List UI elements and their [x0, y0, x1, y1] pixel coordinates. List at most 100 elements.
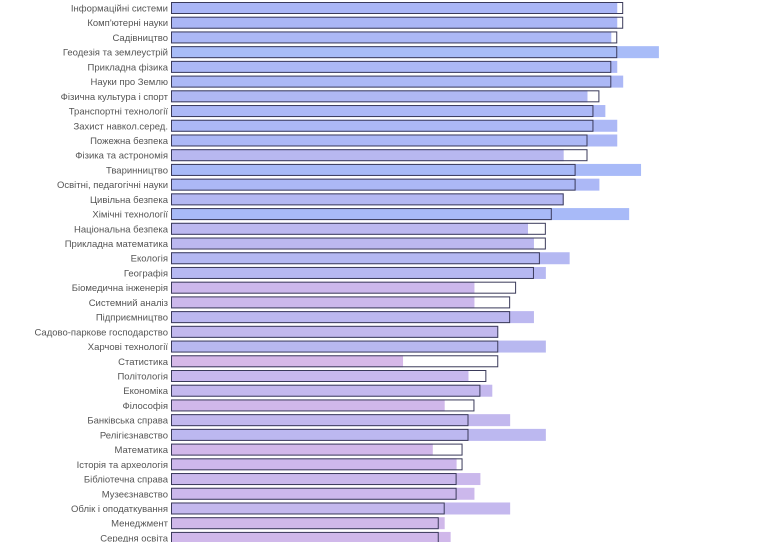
chart-row: Хімічні технології	[92, 208, 630, 221]
filled-bar	[171, 60, 618, 73]
filled-bar	[171, 355, 404, 368]
row-label: Садівництво	[112, 33, 168, 44]
outline-bar	[171, 281, 517, 294]
row-label: Садово-паркове господарство	[34, 327, 168, 338]
filled-bar	[171, 134, 618, 147]
chart-row: Фізична культура і спорт	[61, 90, 600, 103]
outline-bar	[171, 311, 511, 324]
row-label: Менеджмент	[111, 519, 169, 530]
filled-bar	[171, 487, 475, 500]
filled-bar	[171, 517, 445, 530]
row-label: Прикладна математика	[65, 239, 169, 250]
row-label: Цивільна безпека	[90, 195, 169, 206]
outline-bar	[171, 60, 612, 73]
filled-bar	[171, 90, 588, 103]
filled-bar	[171, 399, 445, 412]
row-label: Геодезія та землеустрій	[63, 48, 168, 59]
filled-bar	[171, 2, 618, 14]
chart-row: Екологія	[131, 252, 570, 265]
chart-row: Комп'ютерні науки	[87, 16, 624, 29]
chart-row: Менеджмент	[111, 517, 445, 530]
outline-bar	[171, 531, 439, 542]
row-label: Системний аналіз	[89, 298, 168, 309]
outline-bar	[171, 31, 618, 44]
filled-bar	[171, 119, 618, 132]
row-label: Середня освіта	[100, 533, 169, 542]
outline-bar	[171, 487, 457, 500]
filled-bar	[171, 428, 546, 441]
outline-bar	[171, 222, 546, 235]
outline-bar	[171, 2, 624, 14]
chart-row: Пожежна безпека	[90, 134, 618, 147]
chart-row: Бібліотечна справа	[84, 473, 481, 486]
chart-row: Цивільна безпека	[90, 193, 564, 206]
chart-row: Садово-паркове господарство	[34, 325, 499, 338]
filled-bar	[171, 16, 618, 29]
filled-bar	[171, 281, 475, 294]
filled-bar	[171, 208, 630, 221]
chart-row: Інформаційні системи	[71, 2, 624, 15]
filled-bar	[171, 252, 570, 265]
chart-row: Науки про Землю	[91, 75, 624, 88]
outline-bar	[171, 502, 445, 515]
row-label: Тваринництво	[106, 165, 168, 176]
filled-bar	[171, 370, 469, 382]
row-label: Географія	[124, 268, 168, 279]
filled-bar	[171, 340, 546, 353]
chart-row: Прикладна фізика	[88, 60, 618, 73]
outline-bar	[171, 119, 594, 132]
outline-bar	[171, 443, 463, 456]
row-label: Філософія	[123, 401, 168, 412]
chart-row: Прикладна математика	[65, 237, 546, 250]
outline-bar	[171, 134, 588, 147]
outline-bar	[171, 163, 576, 176]
chart-rows: Інформаційні системи Комп'ютерні науки Сад…	[34, 2, 659, 542]
outline-bar	[171, 208, 552, 221]
chart-row: Фізика та астрономія	[75, 149, 588, 162]
chart-row: Системний аналіз	[89, 296, 511, 309]
chart-row: Тваринництво	[106, 163, 642, 176]
row-label: Захист навкол.серед.	[74, 121, 169, 132]
filled-bar	[171, 384, 493, 397]
row-label: Освітні, педагогічні науки	[57, 180, 168, 191]
filled-bar	[171, 222, 528, 235]
chart-row: Харчові технології	[88, 340, 546, 353]
row-label: Транспортні технології	[69, 107, 169, 118]
outline-bar	[171, 370, 487, 382]
chart-row: Національна безпека	[74, 222, 546, 235]
chart-row: Географія	[124, 266, 546, 279]
outline-bar	[171, 517, 439, 530]
row-label: Економіка	[123, 386, 168, 397]
filled-bar	[171, 149, 564, 162]
filled-bar	[171, 325, 499, 338]
outline-bar	[171, 296, 511, 309]
chart-row: Банківська справа	[87, 414, 511, 427]
filled-bar	[171, 31, 612, 44]
row-label: Релігієзнавство	[100, 430, 168, 441]
row-label: Науки про Землю	[91, 77, 168, 88]
chart-row: Геодезія та землеустрій	[63, 46, 659, 59]
row-label: Національна безпека	[74, 224, 169, 235]
outline-bar	[171, 178, 576, 191]
filled-bar	[171, 178, 600, 191]
filled-bar	[171, 473, 481, 486]
filled-bar	[171, 311, 534, 324]
row-label: Екологія	[131, 254, 168, 265]
row-label: Прикладна фізика	[88, 62, 169, 73]
filled-bar	[171, 443, 433, 456]
outline-bar	[171, 414, 469, 427]
chart-row: Статистика	[118, 355, 499, 368]
filled-bar	[171, 163, 642, 176]
row-label: Підприємництво	[96, 313, 168, 324]
chart-row: Підприємництво	[96, 311, 534, 324]
filled-bar	[171, 46, 659, 59]
filled-bar	[171, 193, 564, 206]
chart-row: Біомедична інженерія	[72, 281, 517, 294]
row-label: Фізична культура і спорт	[61, 92, 169, 103]
outline-bar	[171, 399, 475, 412]
chart-row: Математика	[114, 443, 463, 456]
row-label: Банківська справа	[87, 416, 168, 427]
outline-bar	[171, 355, 499, 368]
row-label: Історія та археологія	[77, 460, 168, 471]
